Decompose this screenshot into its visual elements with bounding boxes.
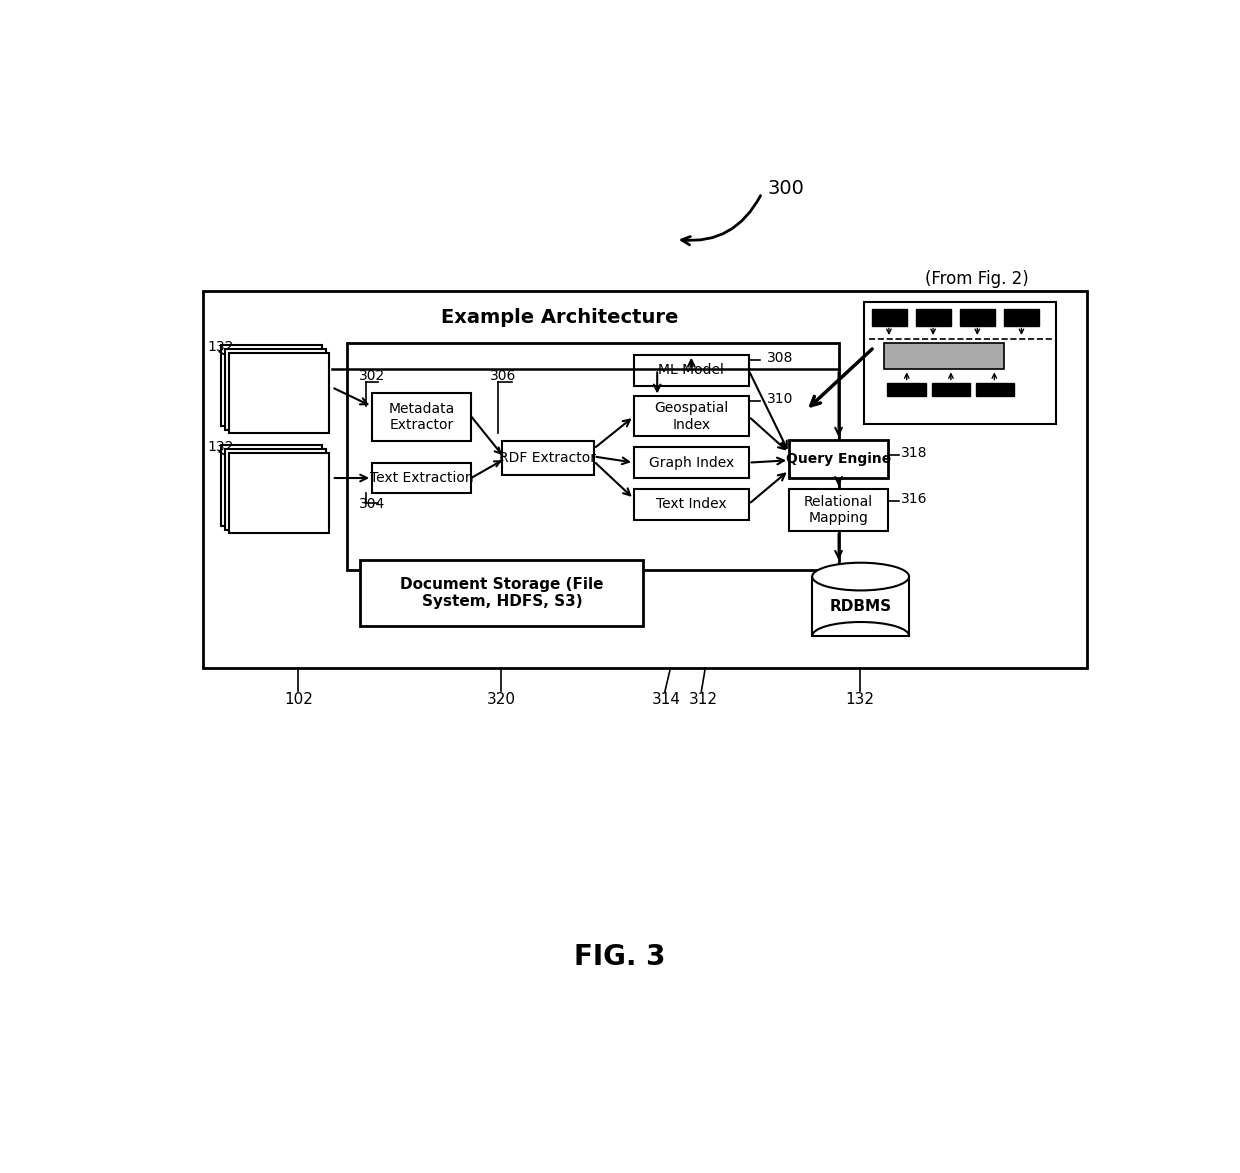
Text: 306: 306 [490,368,516,382]
Bar [228,353,330,433]
Bar [228,453,330,534]
Text: Geospatial
Index: Geospatial Index [655,401,728,432]
Bar [221,445,321,526]
Text: RDF Extractor: RDF Extractor [500,450,596,465]
Ellipse shape [812,563,909,590]
Bar [221,345,321,426]
Text: Text Extraction: Text Extraction [370,472,474,484]
Bar [812,577,909,636]
Text: RDBMS: RDBMS [830,599,892,615]
Text: Graph Index: Graph Index [649,455,734,469]
Text: Query Engine: Query Engine [786,452,892,466]
Text: Document Storage (File
System, HDFS, S3): Document Storage (File System, HDFS, S3) [401,577,604,609]
Bar [1004,308,1039,326]
Bar [883,344,1003,369]
Bar [789,489,888,531]
Bar [789,440,888,479]
Bar [634,354,749,386]
Text: Graph
Data: Graph Data [252,368,299,401]
Bar [224,348,325,429]
Text: FIG. 3: FIG. 3 [574,943,666,971]
Text: 310: 310 [768,392,794,406]
Text: Metadata
Extractor: Metadata Extractor [388,402,455,433]
Text: 132: 132 [207,340,234,354]
FancyArrowPatch shape [682,196,760,245]
Bar [931,382,971,396]
Text: 300: 300 [768,179,804,198]
Text: 318: 318 [900,446,928,460]
Bar [634,396,749,436]
Text: 102: 102 [284,692,312,706]
Text: (From Fig. 2): (From Fig. 2) [925,270,1028,289]
Bar [864,303,1056,425]
Bar [361,561,644,626]
Text: 132: 132 [846,692,874,706]
Bar [976,382,1014,396]
Text: 132: 132 [207,440,234,454]
Bar [960,308,994,326]
Bar [502,441,594,475]
Bar [203,291,1086,669]
Bar [224,449,325,530]
Text: Relational
Mapping: Relational Mapping [804,495,873,526]
Bar [916,308,951,326]
Text: 304: 304 [358,497,386,511]
Text: 312: 312 [688,692,718,706]
Bar [347,344,839,570]
Bar [634,489,749,520]
Text: 308: 308 [768,351,794,365]
Bar [372,393,471,441]
Text: Example Architecture: Example Architecture [441,308,678,327]
Bar [634,447,749,479]
Text: 314: 314 [652,692,681,706]
Text: ML Model: ML Model [658,364,724,378]
Bar [372,462,471,494]
Bar [888,382,926,396]
Text: Text Index: Text Index [656,497,727,511]
Bar [872,308,906,326]
Text: 316: 316 [900,491,928,506]
Text: Unstructured
Data: Unstructured Data [229,470,320,500]
Text: 302: 302 [358,368,386,382]
Text: 320: 320 [487,692,516,706]
